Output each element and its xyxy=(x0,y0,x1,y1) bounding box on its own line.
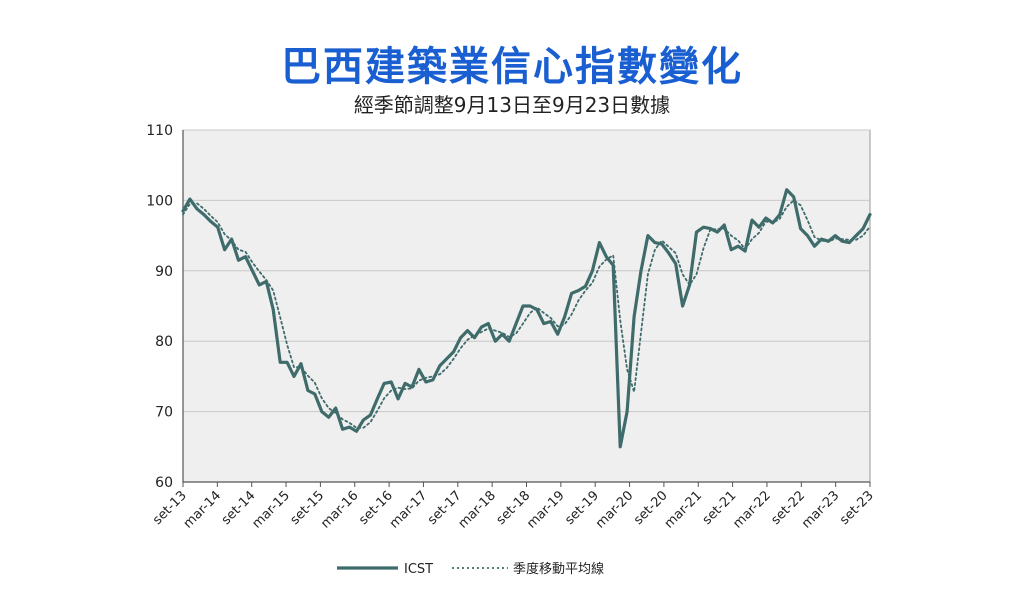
x-tick-label: mar-20 xyxy=(593,488,636,531)
x-tick-label: mar-18 xyxy=(456,488,499,531)
x-tick-label: mar-22 xyxy=(730,488,773,531)
x-tick-label: mar-19 xyxy=(524,488,567,531)
series-line-icst xyxy=(181,188,872,449)
x-tick-label: mar-14 xyxy=(181,488,224,531)
y-tick-label: 100 xyxy=(146,193,173,209)
x-tick-label: set-23 xyxy=(837,488,877,528)
x-tick-label: mar-23 xyxy=(799,488,842,531)
y-tick-label: 60 xyxy=(155,475,173,491)
series-line-moving-average xyxy=(182,199,871,429)
legend-label-icst: ICST xyxy=(404,562,433,577)
x-tick-label: mar-21 xyxy=(662,488,705,531)
x-tick-label: mar-15 xyxy=(249,488,292,531)
x-tick-label: mar-17 xyxy=(387,488,430,531)
legend-label-moving-average: 季度移動平均線 xyxy=(513,561,604,577)
y-tick-label: 70 xyxy=(155,405,173,421)
y-tick-label: 80 xyxy=(155,334,173,350)
chart-title: 巴西建築業信心指數變化 xyxy=(281,44,743,90)
chart-subtitle: 經季節調整9月13日至9月23日數據 xyxy=(353,93,671,117)
x-tick-label: mar-16 xyxy=(318,488,361,531)
y-tick-label: 90 xyxy=(155,264,173,280)
y-tick-label: 110 xyxy=(146,123,173,139)
